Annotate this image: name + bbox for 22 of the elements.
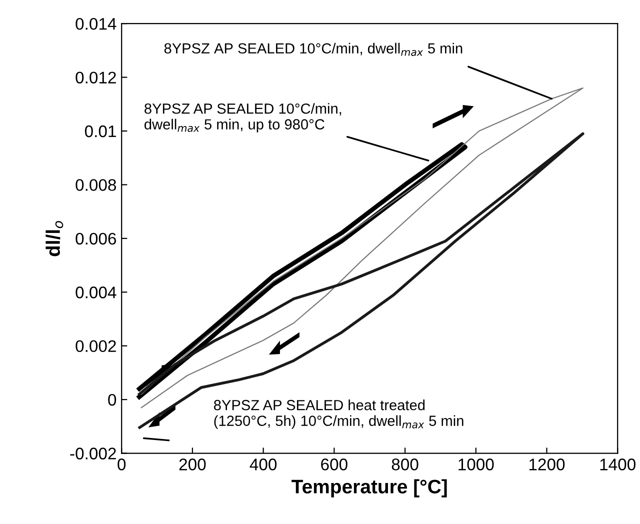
- x-axis-title: Temperature [°C]: [292, 479, 447, 498]
- y-tick-label: 0.008: [76, 179, 116, 191]
- y-axis-title: dl/l$_{o}$: [46, 221, 64, 256]
- x-tick-label: 800: [392, 458, 418, 470]
- x-tick-label: 200: [179, 458, 206, 470]
- annotation: 8YPSZ AP SEALED 10°C/min, dwell$_{max}$ 5 min, up to 980°C: [144, 103, 342, 132]
- y-tick-label: -0.002: [70, 448, 116, 460]
- y-tick-label: 0.01: [84, 125, 116, 138]
- y-tick-label: 0.006: [76, 232, 116, 245]
- annotation: 8YPSZ AP SEALED 10°C/min, dwell$_{max}$ 5 min: [164, 42, 462, 56]
- x-tick-label: 0: [118, 458, 126, 470]
- x-tick-label: 1400: [600, 458, 636, 470]
- annotation: 8YPSZ AP SEALED heat treated (1250°C, 5h) 10°C/min, dwell$_{max}$ 5 min: [214, 400, 464, 429]
- x-tick-label: 400: [250, 458, 277, 470]
- y-tick-label: 0.014: [76, 18, 116, 30]
- y-tick-label: 0.004: [76, 286, 116, 298]
- y-tick-label: 0.012: [76, 72, 116, 84]
- y-tick-label: 0.002: [76, 340, 116, 352]
- x-tick-label: 600: [321, 458, 348, 470]
- y-tick-label: 0: [108, 394, 116, 406]
- x-tick-label: 1000: [458, 458, 494, 470]
- x-tick-label: 1200: [529, 458, 565, 470]
